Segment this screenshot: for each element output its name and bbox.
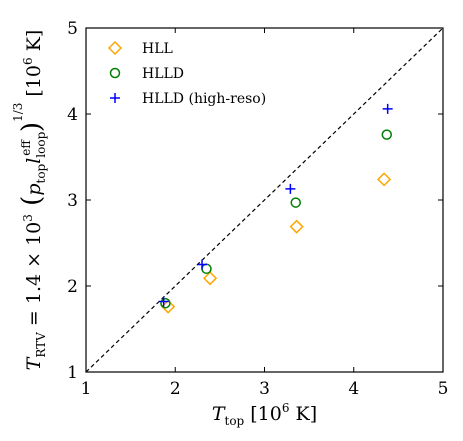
legend-marker	[107, 40, 123, 56]
x-axis-label: Ttop [106 K]	[212, 401, 317, 428]
legend-label: HLLD (high-reso)	[142, 91, 266, 107]
y-tick-label: 4	[67, 105, 78, 125]
legend-marker	[110, 93, 120, 103]
series-1	[160, 129, 393, 309]
series-0	[161, 172, 392, 314]
series-2	[158, 103, 393, 307]
x-tick-label: 5	[438, 379, 449, 399]
data-point	[201, 263, 212, 275]
x-tick-label: 3	[259, 379, 270, 399]
x-tick-label: 1	[81, 379, 92, 399]
y-tick-label: 2	[67, 277, 78, 297]
data-point	[197, 259, 208, 270]
data-point	[381, 129, 393, 140]
data-point	[377, 172, 392, 187]
y-axis-label: TRTV = 1.4 × 103 (ptoplloopeff)1/3 [106 …	[11, 30, 48, 371]
x-tick-label: 2	[170, 379, 181, 399]
y-tick-label: 3	[67, 191, 78, 211]
data-point	[289, 219, 304, 234]
data-point	[202, 271, 218, 286]
y-tick-label: 1	[67, 363, 78, 383]
data-point	[160, 297, 171, 309]
data-point	[285, 183, 296, 194]
legend-label: HLLD	[142, 66, 184, 82]
legend-marker	[109, 67, 121, 79]
data-point	[158, 296, 169, 307]
reference-line	[85, 27, 444, 373]
data-point	[290, 197, 301, 208]
data-point	[382, 103, 393, 114]
y-tick-label: 5	[67, 19, 78, 39]
legend: HLL HLLD HLLD (high-reso)	[107, 40, 266, 107]
x-tick-label: 4	[348, 379, 359, 399]
legend-label: HLL	[142, 41, 173, 57]
